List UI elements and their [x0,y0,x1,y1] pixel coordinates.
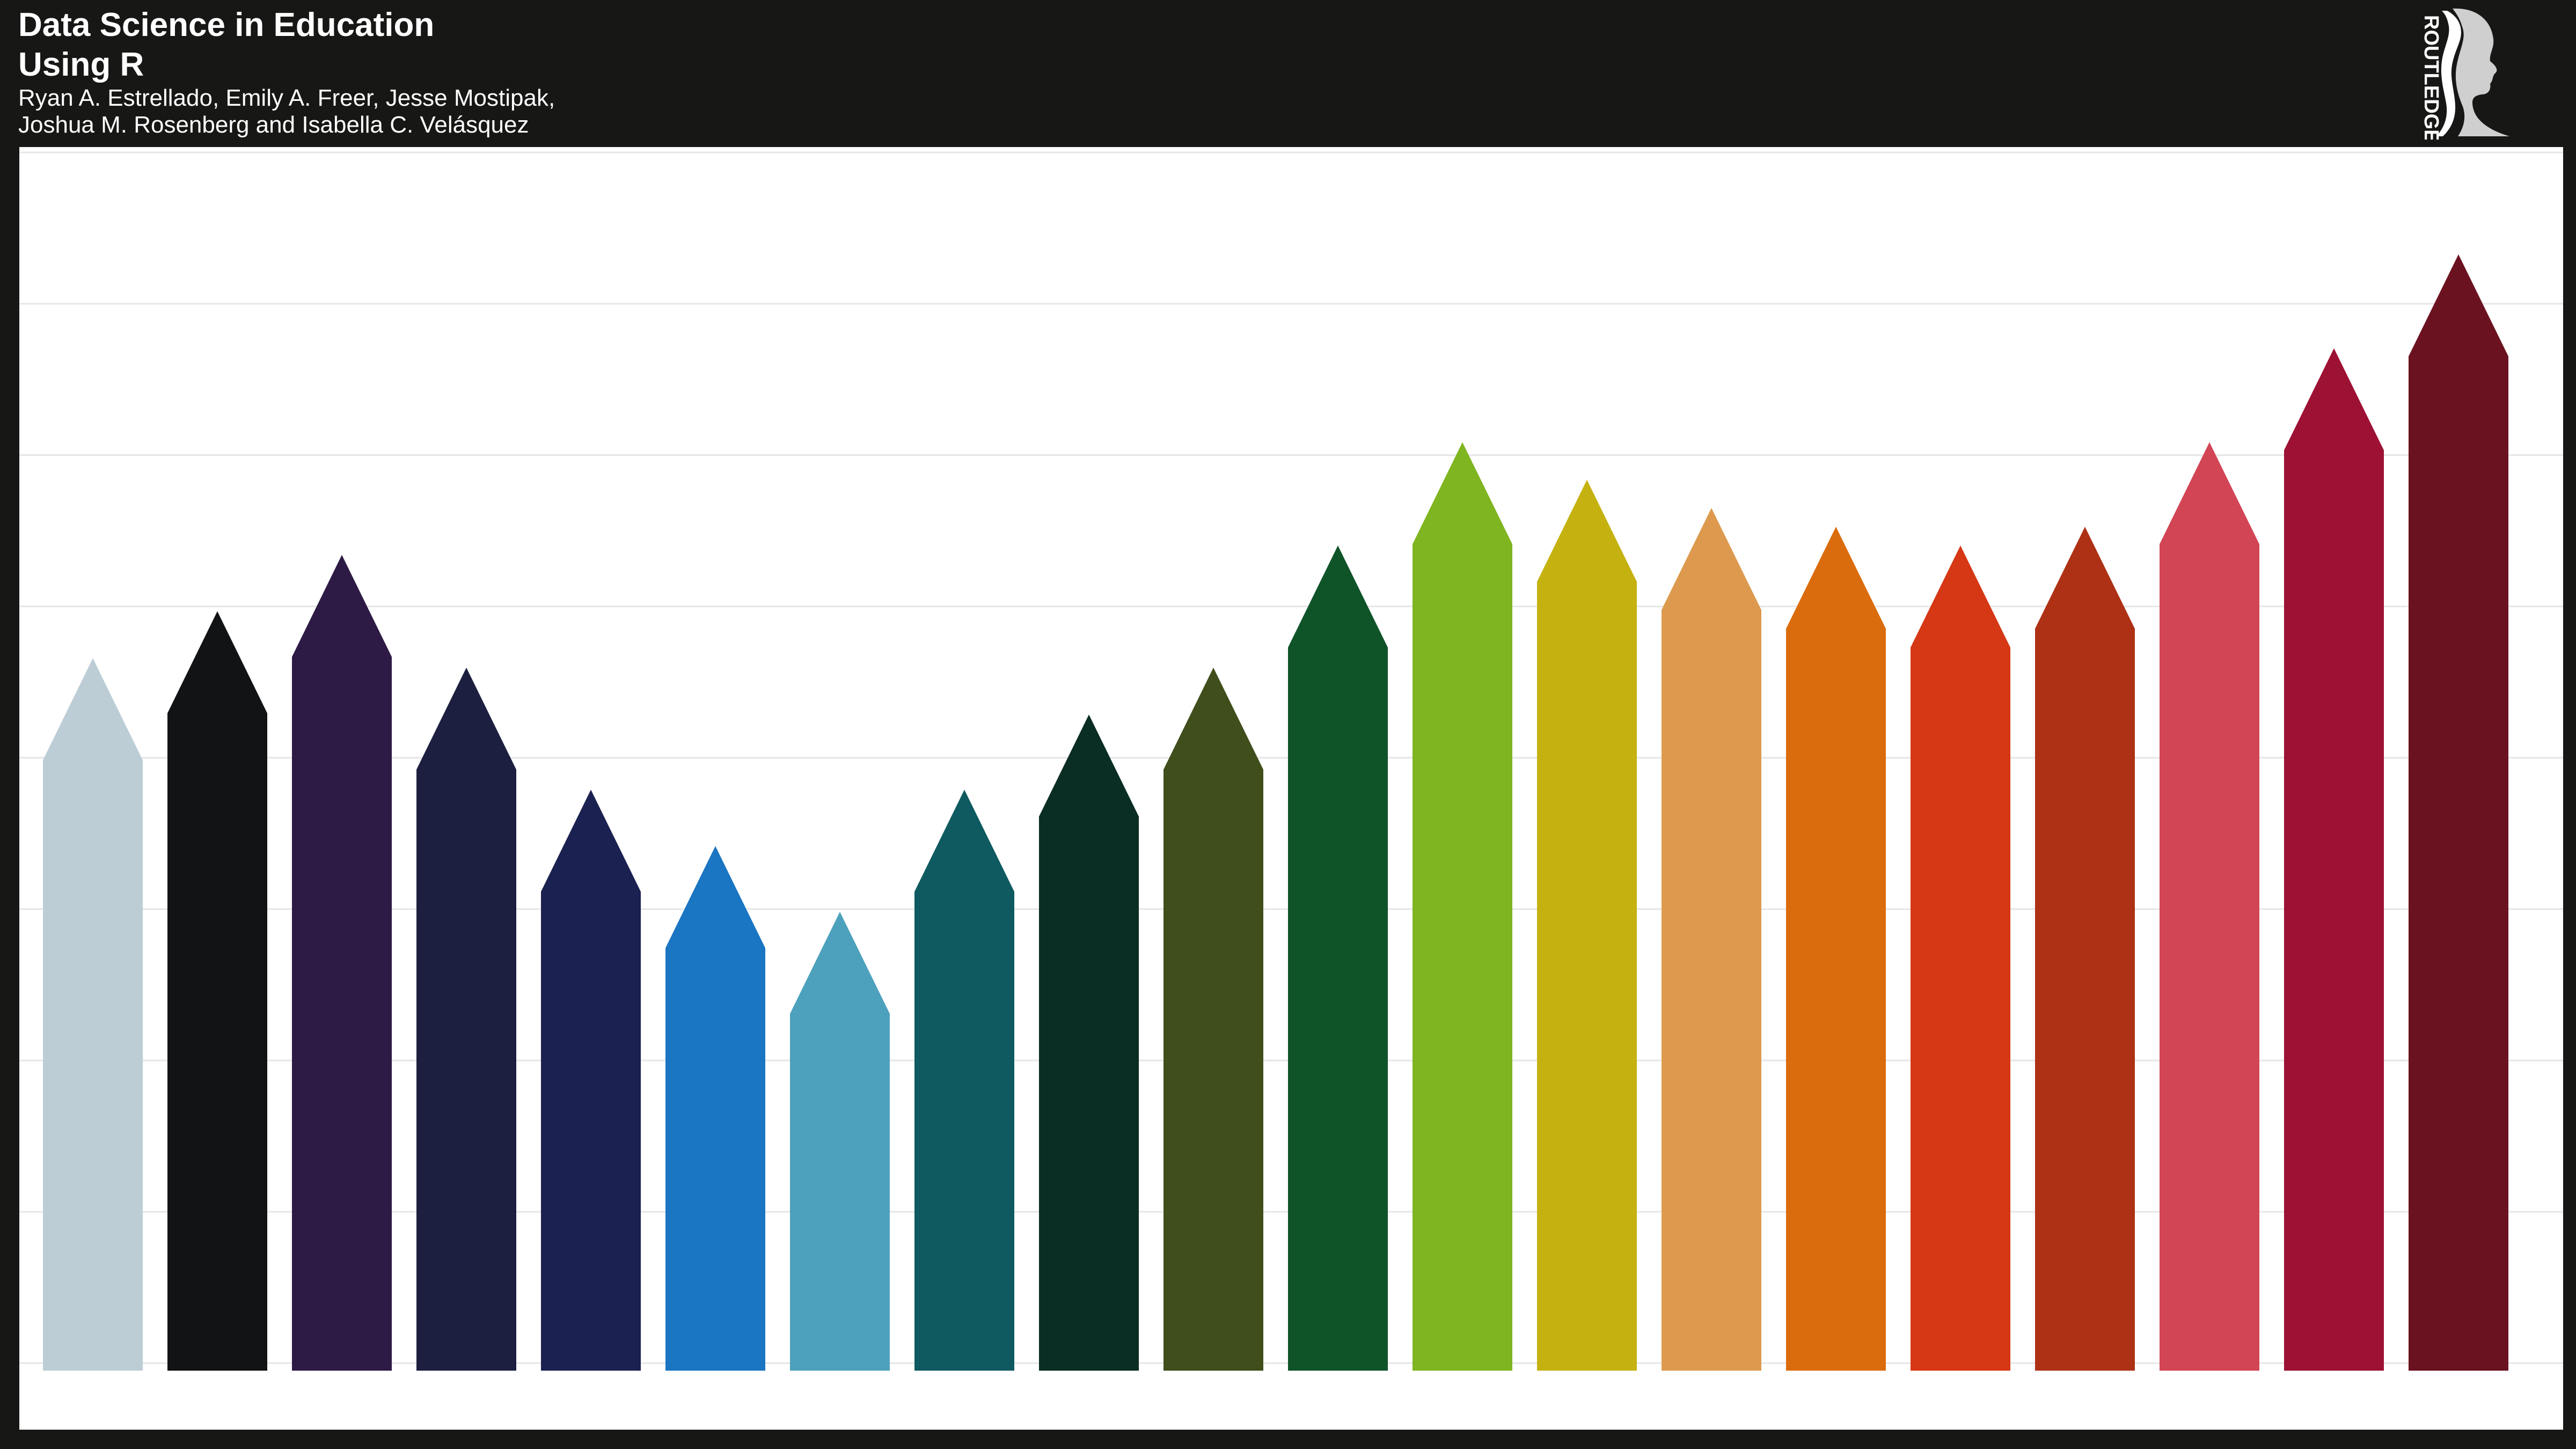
authors-line-2: Joshua M. Rosenberg and Isabella C. Velá… [18,112,529,138]
pencil-15 [1786,526,1886,1371]
book-authors: Ryan A. Estrellado, Emily A. Freer, Jess… [18,85,555,138]
pencil-9 [1039,714,1139,1371]
routledge-logo-icon: ROUTLEDGE [2420,8,2509,140]
pencil-16 [1911,545,2010,1371]
pencil-3 [292,555,392,1371]
pencil-2 [167,611,267,1371]
pencil-11 [1288,545,1388,1371]
cover-header: Data Science in Education Using R Ryan A… [0,0,2576,145]
book-title: Data Science in Education Using R [18,5,434,85]
pencil-1 [43,658,143,1371]
pencil-18 [2160,442,2259,1371]
pencil-8 [914,789,1014,1371]
pencil-19 [2284,348,2384,1371]
pencil-12 [1413,442,1512,1371]
book-title-line-1: Data Science in Education [18,6,435,43]
pencil-10 [1163,668,1263,1371]
pencil-17 [2035,526,2135,1371]
pencil-5 [541,789,641,1371]
pencil-7 [790,912,890,1371]
illustration-panel [19,147,2563,1430]
pencil-14 [1662,508,1761,1371]
pencil-6 [665,846,765,1371]
pencil-13 [1537,480,1637,1371]
routledge-logo-text: ROUTLEDGE [2420,15,2442,140]
pencil-4 [416,668,516,1371]
pencil-illustration [19,151,2563,1371]
book-title-line-2: Using R [18,46,144,83]
authors-line-1: Ryan A. Estrellado, Emily A. Freer, Jess… [18,85,555,111]
pencil-20 [2409,254,2508,1371]
